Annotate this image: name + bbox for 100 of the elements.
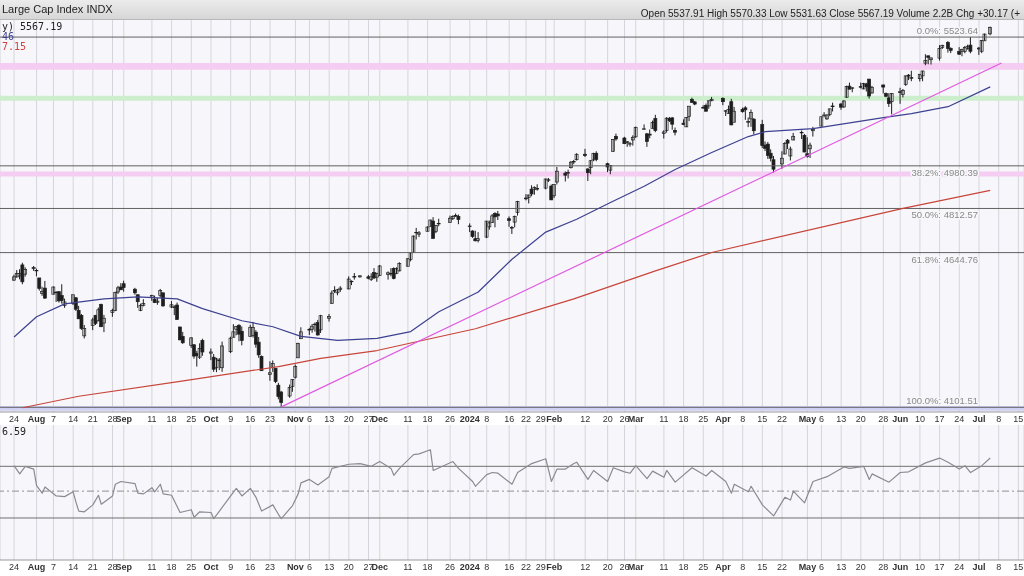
x-tick-label: 7 bbox=[50, 562, 56, 572]
x-tick-label: 14 bbox=[68, 414, 79, 424]
x-tick-label: 18 bbox=[166, 414, 177, 424]
x-tick-label: 16 bbox=[245, 414, 256, 424]
x-tick-label: 24 bbox=[954, 414, 965, 424]
candlestick bbox=[535, 183, 540, 192]
x-tick-label: 16 bbox=[504, 562, 515, 572]
x-tick-label: Jun bbox=[892, 414, 909, 424]
x-tick-label: 13 bbox=[324, 414, 335, 424]
candlestick bbox=[642, 123, 646, 130]
x-tick-label: 8 bbox=[996, 562, 1002, 572]
x-tick-label: 23 bbox=[265, 414, 276, 424]
x-tick-label: 11 bbox=[403, 414, 413, 424]
x-tick-label: 27 bbox=[363, 414, 374, 424]
x-tick-label: 29 bbox=[535, 414, 546, 424]
x-tick-label: Feb bbox=[546, 562, 563, 572]
x-tick-label: 20 bbox=[602, 414, 613, 424]
x-tick-label: Apr bbox=[715, 562, 732, 572]
x-tick-label: 6 bbox=[306, 414, 312, 424]
x-tick-label: 29 bbox=[535, 562, 546, 572]
x-tick-label: 21 bbox=[87, 414, 98, 424]
x-tick-label: Jul bbox=[972, 414, 986, 424]
candlestick bbox=[574, 152, 579, 161]
candlestick bbox=[178, 326, 182, 341]
x-tick-label: 28 bbox=[878, 562, 889, 572]
x-tick-label: Apr bbox=[715, 414, 732, 424]
x-tick-label: 23 bbox=[265, 562, 276, 572]
x-tick-label: 8 bbox=[996, 414, 1002, 424]
candlestick bbox=[141, 298, 146, 307]
x-tick-label: Aug bbox=[27, 562, 46, 572]
x-tick-label: 9 bbox=[228, 562, 234, 572]
x-tick-label: 28 bbox=[878, 414, 889, 424]
x-tick-label: 27 bbox=[363, 562, 374, 572]
ref-line-label: 50.0%: 4812.57 bbox=[911, 209, 978, 221]
candlestick bbox=[937, 44, 942, 62]
x-tick-label: 11 bbox=[659, 562, 669, 572]
x-tick-label: 13 bbox=[836, 414, 847, 424]
x-tick-label: 10 bbox=[914, 562, 925, 572]
candlestick bbox=[625, 140, 630, 148]
candlestick bbox=[338, 285, 343, 293]
x-tick-label: 24 bbox=[9, 414, 20, 424]
x-tick-label: Oct bbox=[203, 562, 219, 572]
x-tick-label: 18 bbox=[422, 414, 433, 424]
annotation: 7.15 bbox=[2, 41, 27, 52]
x-tick-label: 2024 bbox=[459, 414, 480, 424]
x-tick-label: 28 bbox=[107, 562, 118, 572]
text: 6.59 bbox=[2, 426, 27, 437]
x-tick-label: 6 bbox=[818, 414, 824, 424]
x-tick-label: 18 bbox=[166, 562, 177, 572]
x-tick-label: May bbox=[798, 414, 817, 424]
x-tick-label: 22 bbox=[521, 562, 532, 572]
x-tick-label: 15 bbox=[757, 414, 768, 424]
x-tick-label: 25 bbox=[186, 414, 197, 424]
x-tick-label: 7 bbox=[50, 414, 56, 424]
candlestick bbox=[346, 275, 351, 290]
x-tick-label: 26 bbox=[445, 414, 456, 424]
x-tick-label: 13 bbox=[324, 562, 335, 572]
x-tick-label: 13 bbox=[836, 562, 847, 572]
ref-line-label: 38.2%: 4980.39 bbox=[911, 166, 978, 178]
candlestick bbox=[701, 104, 706, 109]
x-tick-label: 17 bbox=[934, 562, 945, 572]
candlestick bbox=[844, 85, 849, 99]
x-tick-label: Jul bbox=[972, 562, 986, 572]
x-tick-label: 28 bbox=[107, 414, 118, 424]
x-tick-label: 25 bbox=[698, 414, 709, 424]
x-tick-label: 11 bbox=[403, 562, 413, 572]
x-tick-label: 21 bbox=[87, 562, 98, 572]
ref-line-label: 61.8%: 4644.76 bbox=[911, 253, 978, 265]
x-tick-label: 11 bbox=[147, 562, 157, 572]
x-tick-label: 16 bbox=[504, 414, 515, 424]
candlestick bbox=[850, 86, 855, 93]
x-tick-label: 22 bbox=[521, 414, 532, 424]
x-tick-label: 8 bbox=[740, 562, 746, 572]
x-tick-label: 26 bbox=[619, 562, 630, 572]
x-tick-label: May bbox=[798, 562, 817, 572]
x-tick-label: 22 bbox=[777, 562, 788, 572]
x-tick-label: 2024 bbox=[459, 562, 480, 572]
x-tick-label: 20 bbox=[855, 414, 866, 424]
x-tick-label: 17 bbox=[934, 414, 945, 424]
x-tick-label: Aug bbox=[27, 414, 46, 424]
x-tick-label: 22 bbox=[777, 414, 788, 424]
annotation: 46 bbox=[2, 31, 15, 42]
candlestick bbox=[920, 70, 925, 82]
text: Open 5537.91 High 5570.33 Low 5531.63 Close 5567.19 Volume 2.2B Chg +30.17 (+ bbox=[640, 8, 1020, 19]
x-tick-label: 11 bbox=[147, 414, 157, 424]
annotation: y) 5567.19 bbox=[2, 21, 63, 32]
ref-line-label: 0.0%: 5523.64 bbox=[916, 25, 978, 37]
x-tick-label: Nov bbox=[286, 414, 304, 424]
x-tick-label: 8 bbox=[484, 562, 490, 572]
x-tick-label: 8 bbox=[740, 414, 746, 424]
x-tick-label: 18 bbox=[422, 562, 433, 572]
chart-title: Large Cap Index INDX bbox=[2, 3, 113, 15]
x-tick-label: Dec bbox=[371, 414, 389, 424]
x-tick-label: Feb bbox=[546, 414, 563, 424]
x-tick-label: 6 bbox=[818, 562, 824, 572]
candlestick bbox=[200, 338, 205, 357]
x-tick-label: 12 bbox=[580, 562, 591, 572]
x-tick-label: 15 bbox=[757, 562, 768, 572]
x-tick-label: 20 bbox=[855, 562, 866, 572]
x-tick-label: 6 bbox=[306, 562, 312, 572]
